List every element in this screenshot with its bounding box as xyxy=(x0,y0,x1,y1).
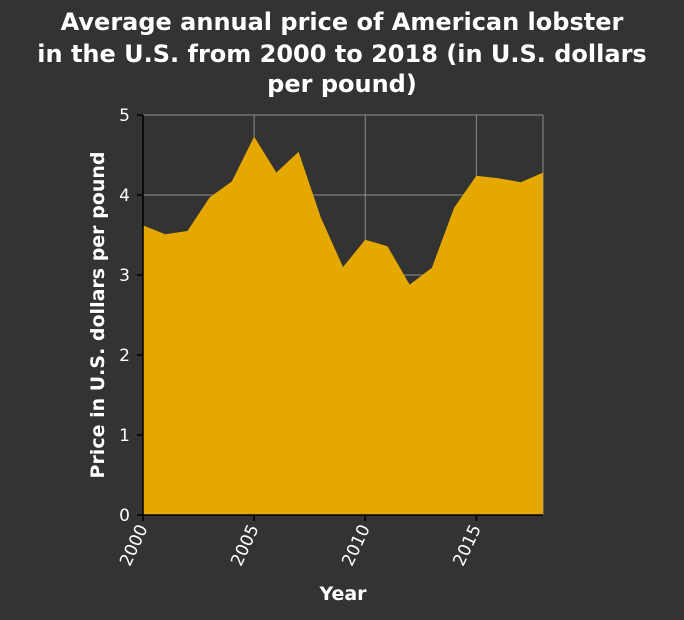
y-tick-label: 2 xyxy=(119,346,130,366)
x-tick-label: 2015 xyxy=(449,522,485,570)
x-tick-label: 2000 xyxy=(116,522,152,570)
y-tick-label: 5 xyxy=(119,106,130,126)
chart-title-line: in the U.S. from 2000 to 2018 (in U.S. d… xyxy=(37,40,646,68)
axes xyxy=(137,114,543,521)
y-tick-label: 1 xyxy=(119,426,130,446)
y-tick-label: 3 xyxy=(119,266,130,286)
area-series xyxy=(143,136,543,515)
x-axis-title: Year xyxy=(318,583,367,605)
y-tick-label: 4 xyxy=(119,186,130,206)
x-tick-label: 2010 xyxy=(338,522,374,570)
y-tick-label: 0 xyxy=(119,506,130,526)
chart-title-line: per pound) xyxy=(267,70,417,98)
x-tick-label: 2005 xyxy=(227,522,263,570)
plot-area xyxy=(143,136,543,515)
y-axis-title: Price in U.S. dollars per pound xyxy=(87,152,109,479)
chart-title: Average annual price of American lobster… xyxy=(37,8,646,98)
chart-title-line: Average annual price of American lobster xyxy=(61,8,624,36)
